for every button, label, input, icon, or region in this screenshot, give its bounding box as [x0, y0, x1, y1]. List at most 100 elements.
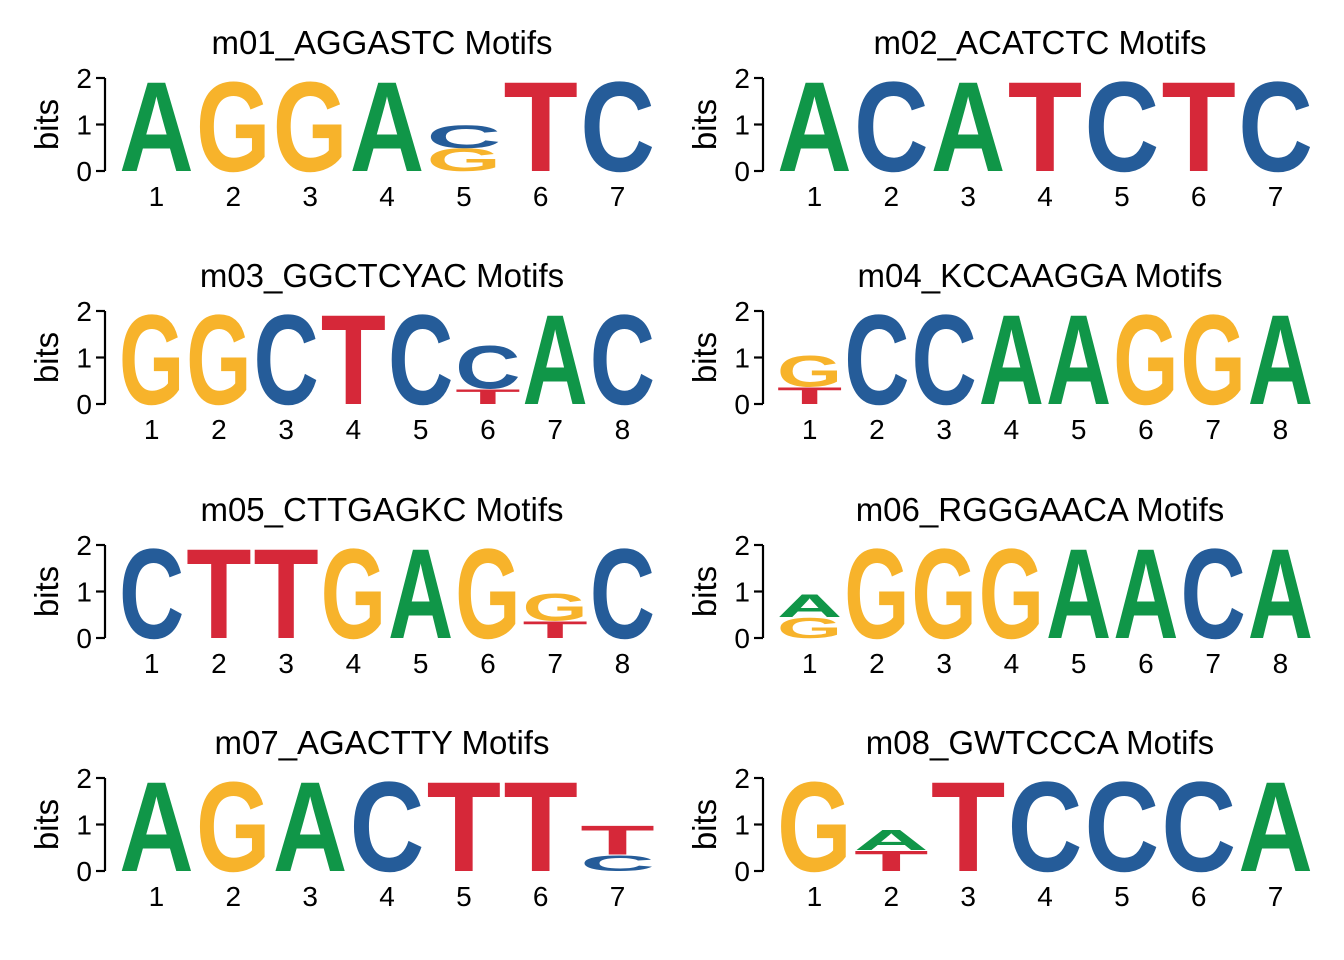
logo-letter-a: A	[854, 824, 929, 856]
x-tick-label: 1	[802, 648, 818, 679]
logo-letter-c: C	[1181, 522, 1246, 665]
logo-letter-a: A	[273, 755, 348, 898]
x-tick-label: 3	[936, 414, 952, 445]
y-axis-label: bits	[28, 332, 65, 383]
x-tick-label: 3	[302, 881, 318, 912]
chart-title: m06_RGGGAACA Motifs	[856, 491, 1225, 528]
logo-letter-a: A	[1238, 755, 1313, 898]
logo-letter-c: C	[1085, 55, 1160, 198]
logo-letter-g: G	[1181, 288, 1246, 431]
y-tick-label: 2	[734, 63, 750, 94]
y-tick-label: 0	[76, 156, 92, 187]
chart-title: m08_GWTCCCA Motifs	[866, 724, 1214, 761]
logo-letter-t: T	[503, 755, 578, 898]
logo-letter-a: A	[1113, 522, 1178, 665]
x-tick-label: 5	[456, 181, 472, 212]
x-tick-label: 3	[278, 414, 294, 445]
y-tick-label: 0	[734, 389, 750, 420]
logo-letter-g: G	[119, 288, 184, 431]
logo-letter-g: G	[196, 55, 271, 198]
y-tick-label: 1	[76, 343, 92, 374]
logo-letter-g: G	[196, 755, 271, 898]
y-tick-label: 0	[76, 623, 92, 654]
logo-letter-c: C	[1161, 755, 1236, 898]
logo-letter-a: A	[1046, 288, 1111, 431]
x-tick-label: 4	[379, 181, 395, 212]
logo-letter-c: C	[1238, 55, 1313, 198]
x-tick-label: 6	[1138, 414, 1154, 445]
x-tick-label: 6	[480, 648, 496, 679]
logo-letter-c: C	[254, 288, 319, 431]
chart-title: m05_CTTGAGKC Motifs	[200, 491, 563, 528]
logo-letter-t: T	[1161, 55, 1236, 198]
x-tick-label: 1	[802, 414, 818, 445]
logo-letter-t: T	[523, 616, 588, 643]
chart-title: m03_GGCTCYAC Motifs	[200, 257, 564, 294]
x-tick-label: 7	[610, 181, 626, 212]
logo-letter-a: A	[350, 55, 425, 198]
x-tick-label: 4	[346, 648, 362, 679]
logo-letter-g: G	[186, 288, 251, 431]
x-tick-label: 7	[1205, 414, 1221, 445]
x-tick-label: 1	[149, 881, 165, 912]
y-tick-label: 1	[76, 110, 92, 141]
x-tick-label: 1	[144, 648, 160, 679]
logo-letter-c: C	[854, 55, 929, 198]
x-tick-label: 3	[278, 648, 294, 679]
logo-letter-c: C	[844, 288, 909, 431]
chart-title: m01_AGGASTC Motifs	[211, 24, 552, 61]
x-tick-label: 8	[615, 648, 631, 679]
logo-letter-a: A	[1248, 522, 1313, 665]
logo-letter-c: C	[580, 851, 655, 876]
y-axis-label: bits	[686, 99, 723, 150]
x-tick-label: 7	[547, 648, 563, 679]
x-tick-label: 5	[1071, 648, 1087, 679]
x-tick-label: 4	[1004, 648, 1020, 679]
y-tick-label: 2	[734, 763, 750, 794]
logo-letter-g: G	[777, 755, 852, 898]
logo-letter-t: T	[427, 755, 502, 898]
y-tick-label: 1	[734, 343, 750, 374]
x-tick-label: 1	[149, 181, 165, 212]
x-tick-label: 2	[211, 648, 227, 679]
logo-letter-t: T	[777, 382, 842, 409]
y-tick-label: 2	[76, 530, 92, 561]
logo-letter-c: C	[455, 334, 520, 402]
x-tick-label: 5	[456, 881, 472, 912]
logo-letter-t: T	[186, 523, 251, 666]
x-tick-label: 7	[547, 414, 563, 445]
x-tick-label: 6	[533, 181, 549, 212]
chart-title: m02_ACATCTC Motifs	[873, 24, 1206, 61]
x-tick-label: 5	[1071, 414, 1087, 445]
y-axis-label: bits	[28, 799, 65, 850]
y-axis-label: bits	[28, 99, 65, 150]
x-tick-label: 1	[807, 881, 823, 912]
x-tick-label: 6	[1191, 881, 1207, 912]
y-tick-label: 0	[734, 156, 750, 187]
x-tick-label: 3	[936, 648, 952, 679]
logo-letter-c: C	[1008, 755, 1083, 898]
logo-letter-g: G	[844, 522, 909, 665]
logo-letter-t: T	[503, 55, 578, 198]
logo-letter-g: G	[912, 522, 977, 665]
y-tick-label: 2	[76, 296, 92, 327]
x-tick-label: 5	[413, 414, 429, 445]
y-tick-label: 2	[76, 63, 92, 94]
logo-letter-a: A	[1046, 522, 1111, 665]
x-tick-label: 8	[615, 414, 631, 445]
chart-title: m04_KCCAAGGA Motifs	[858, 257, 1223, 294]
logo-letter-t: T	[854, 845, 929, 877]
logo-letter-c: C	[119, 522, 184, 665]
x-tick-label: 4	[1037, 181, 1053, 212]
logo-letter-a: A	[119, 55, 194, 198]
logo-letter-c: C	[590, 288, 655, 431]
logo-letter-g: G	[321, 522, 386, 665]
logo-letter-g: G	[777, 612, 842, 644]
logo-letter-a: A	[1248, 288, 1313, 431]
y-tick-label: 0	[76, 856, 92, 887]
